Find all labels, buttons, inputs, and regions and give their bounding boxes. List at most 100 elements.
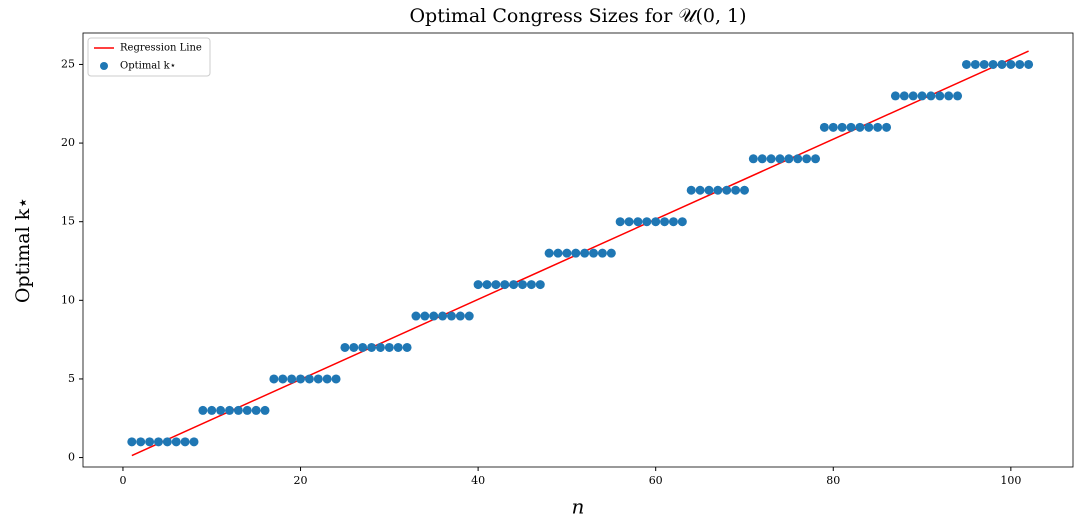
chart-title: Optimal Congress Sizes for 𝒰(0, 1) <box>409 5 746 27</box>
plot-frame <box>82 32 1074 468</box>
point <box>811 154 821 164</box>
point <box>784 154 794 164</box>
point <box>651 217 661 227</box>
point <box>1024 59 1034 69</box>
point <box>1006 59 1016 69</box>
point <box>704 185 714 195</box>
point <box>739 185 749 195</box>
point <box>526 280 536 290</box>
point <box>171 437 181 447</box>
y-tick-label: 0 <box>68 451 75 464</box>
point <box>296 374 306 384</box>
point <box>535 280 545 290</box>
point <box>668 217 678 227</box>
point <box>145 437 155 447</box>
point <box>633 217 643 227</box>
point <box>189 437 199 447</box>
point <box>1015 59 1025 69</box>
point <box>908 91 918 101</box>
point <box>837 122 847 132</box>
point <box>216 405 226 415</box>
point <box>828 122 838 132</box>
point <box>970 59 980 69</box>
x-tick-label: 100 <box>1000 474 1021 487</box>
legend-marker <box>100 62 108 70</box>
point <box>766 154 776 164</box>
point <box>775 154 785 164</box>
point <box>393 342 403 352</box>
point <box>180 437 190 447</box>
point <box>473 280 483 290</box>
point <box>233 405 243 415</box>
point <box>562 248 572 258</box>
point <box>686 185 696 195</box>
point <box>553 248 563 258</box>
point <box>890 91 900 101</box>
point <box>198 405 208 415</box>
x-tick-label: 0 <box>119 474 126 487</box>
point <box>677 217 687 227</box>
point <box>420 311 430 321</box>
point <box>642 217 652 227</box>
point <box>367 342 377 352</box>
point <box>260 405 270 415</box>
point <box>589 248 599 258</box>
y-tick-label: 25 <box>61 57 75 70</box>
point <box>544 248 554 258</box>
legend-label: Regression Line <box>120 43 202 54</box>
point <box>624 217 634 227</box>
point <box>873 122 883 132</box>
y-tick-label: 15 <box>61 215 75 228</box>
point <box>251 405 261 415</box>
point <box>597 248 607 258</box>
point <box>331 374 341 384</box>
point <box>500 280 510 290</box>
point <box>349 342 359 352</box>
legend-box <box>87 37 211 77</box>
point <box>802 154 812 164</box>
point <box>926 91 936 101</box>
point <box>242 405 252 415</box>
point <box>571 248 581 258</box>
point <box>606 248 616 258</box>
point <box>953 91 963 101</box>
point <box>322 374 332 384</box>
point <box>518 280 528 290</box>
point <box>313 374 323 384</box>
x-tick-label: 60 <box>649 474 663 487</box>
y-axis-label: Optimal k⋆ <box>12 197 34 303</box>
point <box>997 59 1007 69</box>
point <box>695 185 705 195</box>
point <box>846 122 856 132</box>
point <box>136 437 146 447</box>
point <box>287 374 297 384</box>
x-axis-label: n <box>572 495 585 519</box>
x-tick-label: 20 <box>294 474 308 487</box>
point <box>731 185 741 195</box>
point <box>375 342 385 352</box>
point <box>615 217 625 227</box>
y-tick-label: 5 <box>68 372 75 385</box>
point <box>864 122 874 132</box>
y-tick-label: 10 <box>61 293 75 306</box>
point <box>713 185 723 195</box>
point <box>207 405 217 415</box>
point <box>961 59 971 69</box>
point <box>402 342 412 352</box>
x-tick-label: 40 <box>471 474 485 487</box>
point <box>269 374 279 384</box>
point <box>819 122 829 132</box>
point <box>722 185 732 195</box>
point <box>917 91 927 101</box>
point <box>464 311 474 321</box>
point <box>855 122 865 132</box>
point <box>491 280 501 290</box>
point <box>127 437 137 447</box>
point <box>304 374 314 384</box>
point <box>225 405 235 415</box>
legend-label: Optimal k⋆ <box>120 61 176 72</box>
point <box>455 311 465 321</box>
point <box>340 342 350 352</box>
point <box>446 311 456 321</box>
